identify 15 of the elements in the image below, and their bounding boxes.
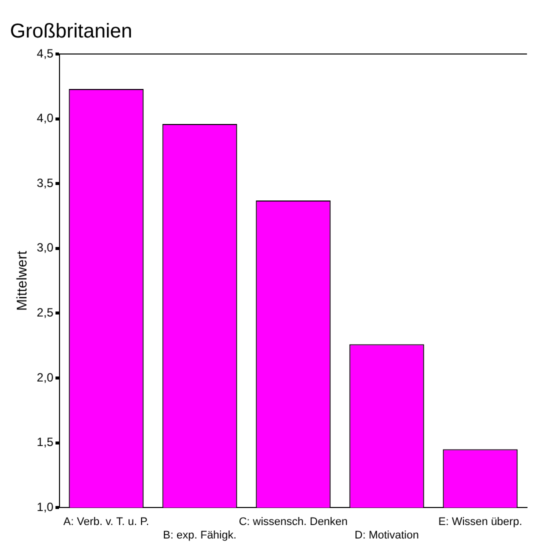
y-tick-label: 2,0	[36, 370, 54, 384]
y-tick-label: 4,5	[36, 46, 54, 60]
x-tick-label: B: exp. Fähigk.	[163, 529, 236, 542]
y-tick-label: 4,0	[36, 111, 54, 126]
x-tick-label: D: Motivation	[354, 529, 419, 542]
x-tick-label: E: Wissen überp.	[438, 516, 522, 528]
y-tick-label: 3,0	[36, 240, 54, 255]
y-axis-title: Mittelwert	[13, 250, 30, 311]
x-tick-label: C: wissensch. Denken	[238, 516, 348, 528]
y-tick-label: 1,0	[36, 500, 54, 514]
y-tick-label: 3,5	[36, 176, 54, 190]
chart-title: Großbritanien	[10, 20, 132, 43]
x-tick-label: A: Verb. v. T. u. P.	[63, 516, 150, 528]
y-tick-label: 1,5	[36, 435, 54, 450]
y-tick-label: 2,5	[36, 306, 54, 320]
